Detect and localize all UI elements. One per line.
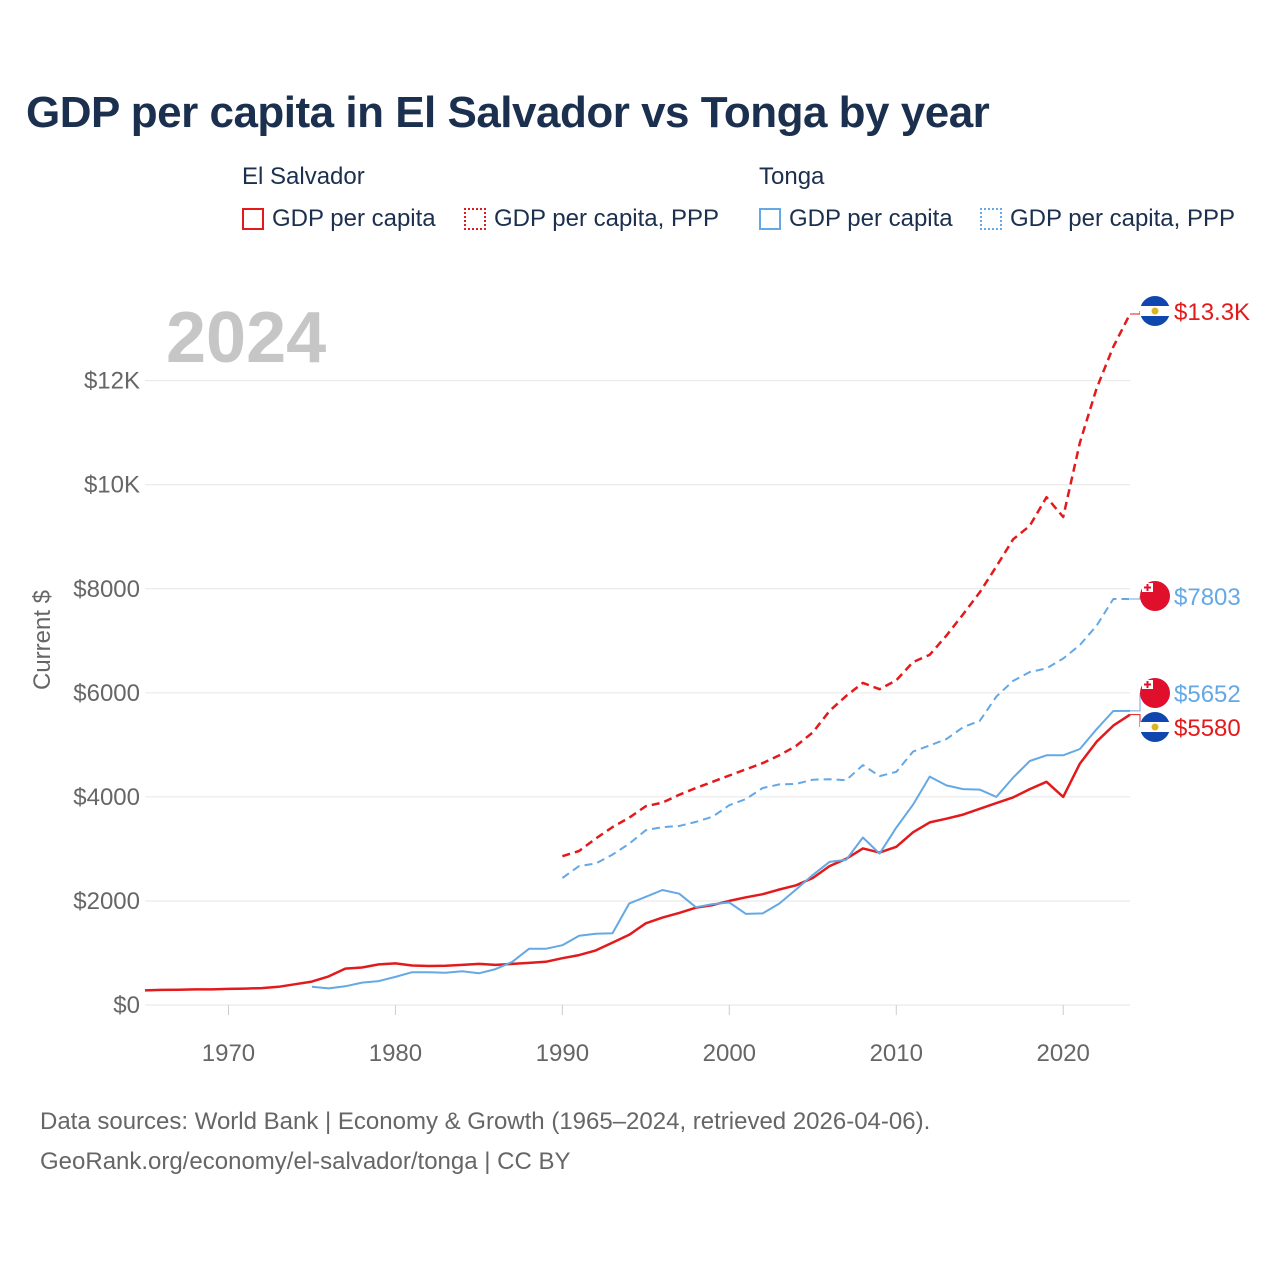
label-connector bbox=[1130, 596, 1141, 600]
label-connector bbox=[1130, 311, 1141, 315]
legend-item-el-salvador-gdp[interactable]: GDP per capita bbox=[242, 205, 436, 233]
legend-swatch-dotted-blue bbox=[980, 208, 1002, 230]
x-tick-label: 2010 bbox=[870, 1040, 923, 1067]
line-chart: 2024 $0 $2000 $4000 $6000 $8000 $10K $12K 1970… bbox=[29, 296, 1250, 1067]
x-tick-label: 2000 bbox=[703, 1040, 756, 1067]
end-value-label: $13.3K bbox=[1174, 299, 1250, 326]
label-connector bbox=[1130, 714, 1141, 727]
footer-sources: Data sources: World Bank | Economy & Gro… bbox=[40, 1108, 931, 1135]
x-tick-label: 1980 bbox=[369, 1040, 422, 1067]
legend-item-el-salvador-ppp[interactable]: GDP per capita, PPP bbox=[464, 205, 719, 233]
end-labels: $5580 $13.3K $5652 $7803 bbox=[1130, 296, 1250, 742]
legend-label: GDP per capita, PPP bbox=[1010, 205, 1235, 232]
y-tick-label: $4000 bbox=[73, 784, 140, 811]
footer-url: GeoRank.org/economy/el-salvador/tonga | … bbox=[40, 1148, 571, 1175]
legend-item-tonga-gdp[interactable]: GDP per capita bbox=[759, 205, 953, 233]
series-lines bbox=[144, 313, 1132, 992]
end-value-label: $7803 bbox=[1174, 584, 1241, 611]
series-line-tonga-gdp-per-capita-ppp bbox=[561, 598, 1130, 879]
tonga-flag-icon bbox=[1140, 678, 1170, 708]
grid-lines bbox=[145, 380, 1130, 1006]
el-salvador-flag-icon bbox=[1140, 712, 1170, 742]
y-axis-label: Current $ bbox=[29, 590, 56, 690]
y-tick-label: $6000 bbox=[73, 680, 140, 707]
series-line-el-salvador-gdp-per-capita-ppp bbox=[562, 313, 1132, 858]
series-line-tonga-gdp-per-capita bbox=[311, 709, 1131, 990]
y-tick-label: $12K bbox=[84, 368, 140, 395]
end-value-label: $5580 bbox=[1174, 715, 1241, 742]
y-tick-label: $2000 bbox=[73, 888, 140, 915]
legend-swatch-solid-red bbox=[242, 208, 264, 230]
legend-group-tonga: Tonga bbox=[759, 163, 825, 190]
end-value-label: $5652 bbox=[1174, 681, 1241, 708]
series-line-el-salvador-gdp-per-capita bbox=[144, 713, 1131, 992]
legend-swatch-solid-blue bbox=[759, 208, 781, 230]
x-tick-label: 2020 bbox=[1037, 1040, 1090, 1067]
x-tick-label: 1990 bbox=[536, 1040, 589, 1067]
label-connector bbox=[1130, 693, 1141, 712]
legend-swatch-dotted-red bbox=[464, 208, 486, 230]
legend-label: GDP per capita bbox=[789, 205, 953, 232]
tonga-flag-icon bbox=[1140, 581, 1170, 611]
y-tick-label: $0 bbox=[113, 992, 140, 1019]
x-axis-ticks: 1970 1980 1990 2000 2010 2020 bbox=[202, 1005, 1090, 1067]
y-axis-ticks: $0 $2000 $4000 $6000 $8000 $10K $12K bbox=[73, 368, 140, 1019]
legend-label: GDP per capita bbox=[272, 205, 436, 232]
year-watermark: 2024 bbox=[166, 298, 326, 378]
x-tick-label: 1970 bbox=[202, 1040, 255, 1067]
legend-item-tonga-ppp[interactable]: GDP per capita, PPP bbox=[980, 205, 1235, 233]
el-salvador-flag-icon bbox=[1140, 296, 1170, 326]
y-tick-label: $10K bbox=[84, 472, 140, 499]
chart-title: GDP per capita in El Salvador vs Tonga b… bbox=[26, 88, 990, 137]
y-tick-label: $8000 bbox=[73, 576, 140, 603]
legend-group-el-salvador: El Salvador bbox=[242, 163, 365, 190]
legend-label: GDP per capita, PPP bbox=[494, 205, 719, 232]
